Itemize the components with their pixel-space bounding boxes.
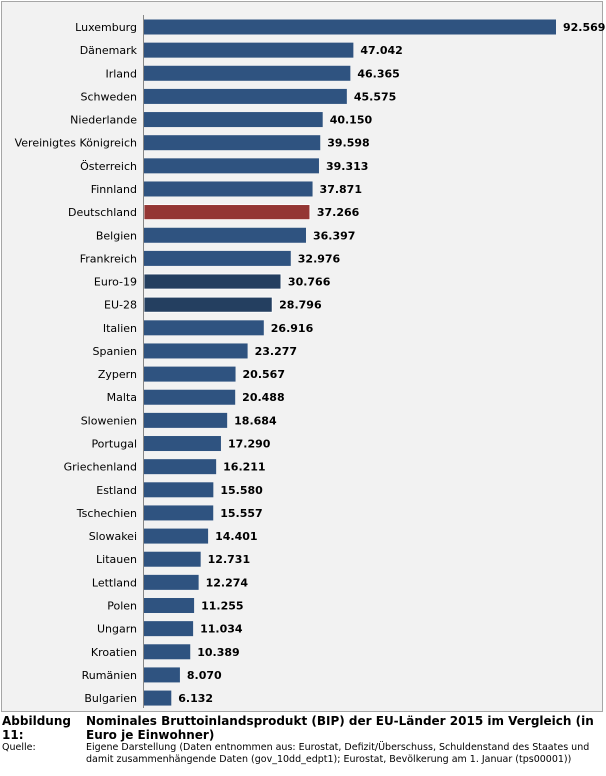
bar bbox=[144, 135, 321, 151]
value-label: 6.132 bbox=[178, 692, 213, 705]
source-label: Quelle: bbox=[2, 742, 36, 753]
value-label: 47.042 bbox=[360, 44, 402, 57]
category-label: Zypern bbox=[98, 368, 137, 381]
bar bbox=[144, 366, 236, 382]
value-label: 37.871 bbox=[320, 183, 362, 196]
bar bbox=[144, 65, 351, 81]
value-label: 10.389 bbox=[197, 646, 239, 659]
value-label: 36.397 bbox=[313, 229, 355, 242]
value-label: 20.567 bbox=[243, 368, 285, 381]
value-label: 12.274 bbox=[206, 576, 249, 589]
bar bbox=[144, 158, 319, 174]
category-label: Spanien bbox=[93, 345, 138, 358]
value-label: 11.255 bbox=[201, 600, 243, 613]
category-label: Deutschland bbox=[68, 206, 137, 219]
bar bbox=[144, 227, 306, 243]
value-label: 15.580 bbox=[220, 484, 263, 497]
category-label: Ungarn bbox=[97, 623, 137, 636]
category-label: Dänemark bbox=[80, 44, 138, 57]
source-text: Eigene Darstellung (Daten entnommen aus:… bbox=[86, 742, 590, 765]
bar bbox=[144, 621, 194, 637]
bar bbox=[144, 644, 191, 660]
bar bbox=[144, 88, 347, 104]
category-label: Portugal bbox=[91, 438, 137, 451]
value-label: 45.575 bbox=[354, 90, 396, 103]
bar bbox=[143, 204, 311, 221]
bar bbox=[144, 436, 221, 452]
value-label: 37.266 bbox=[317, 206, 360, 219]
bar bbox=[144, 505, 214, 521]
caption-label: Abbildung 11: bbox=[2, 714, 71, 742]
bar bbox=[144, 574, 199, 590]
bar bbox=[144, 667, 180, 683]
category-label: Slowenien bbox=[81, 414, 137, 427]
value-label: 8.070 bbox=[187, 669, 222, 682]
category-label: Malta bbox=[107, 391, 137, 404]
bar bbox=[144, 42, 354, 58]
category-label: Luxemburg bbox=[75, 21, 137, 34]
category-label: Niederlande bbox=[70, 114, 137, 127]
bar bbox=[144, 690, 172, 706]
category-label: Litauen bbox=[96, 553, 137, 566]
figure-caption: Abbildung 11: Nominales Bruttoinlandspro… bbox=[2, 714, 602, 766]
category-label: Polen bbox=[107, 600, 137, 613]
bar bbox=[144, 459, 217, 475]
bar bbox=[144, 389, 236, 405]
value-label: 30.766 bbox=[288, 276, 331, 289]
category-label: Italien bbox=[103, 322, 137, 335]
category-label: Vereinigtes Königreich bbox=[15, 137, 137, 150]
value-label: 14.401 bbox=[215, 530, 257, 543]
value-label: 40.150 bbox=[330, 114, 373, 127]
value-label: 18.684 bbox=[234, 414, 277, 427]
category-label: Kroatien bbox=[91, 646, 137, 659]
category-label: Slowakei bbox=[89, 530, 137, 543]
category-label: Finnland bbox=[91, 183, 137, 196]
category-label: Bulgarien bbox=[84, 692, 137, 705]
category-label: Estland bbox=[96, 484, 137, 497]
bar bbox=[144, 482, 214, 498]
value-label: 16.211 bbox=[223, 461, 265, 474]
category-label: Österreich bbox=[80, 160, 137, 173]
value-label: 20.488 bbox=[242, 391, 284, 404]
value-label: 17.290 bbox=[228, 438, 271, 451]
category-label: Griechenland bbox=[64, 461, 137, 474]
caption-title: Nominales Bruttoinlandsprodukt (BIP) der… bbox=[86, 714, 594, 742]
category-label: EU-28 bbox=[104, 299, 137, 312]
category-label: Irland bbox=[105, 67, 137, 80]
value-label: 12.731 bbox=[208, 553, 250, 566]
bar bbox=[144, 528, 209, 544]
bar bbox=[144, 343, 248, 359]
value-label: 92.569 bbox=[563, 21, 605, 34]
category-label: Euro-19 bbox=[94, 276, 137, 289]
bar bbox=[144, 412, 228, 428]
bar-chart: Luxemburg 92.569 Dänemark 47.042 Irland 46.36… bbox=[15, 15, 605, 708]
value-label: 39.598 bbox=[327, 137, 369, 150]
bar bbox=[144, 250, 291, 266]
value-label: 46.365 bbox=[357, 67, 399, 80]
bar bbox=[144, 19, 556, 35]
bar bbox=[143, 296, 273, 313]
category-label: Frankreich bbox=[80, 252, 137, 265]
bar bbox=[144, 112, 323, 128]
value-label: 11.034 bbox=[200, 623, 243, 636]
value-label: 28.796 bbox=[279, 299, 322, 312]
bar bbox=[144, 551, 201, 567]
value-label: 26.916 bbox=[271, 322, 314, 335]
value-label: 23.277 bbox=[255, 345, 297, 358]
category-label: Tschechien bbox=[76, 507, 137, 520]
value-label: 39.313 bbox=[326, 160, 368, 173]
category-label: Schweden bbox=[81, 90, 138, 103]
value-label: 32.976 bbox=[298, 252, 341, 265]
bar bbox=[144, 320, 264, 336]
category-label: Rumänien bbox=[82, 669, 137, 682]
bar bbox=[144, 598, 195, 613]
value-label: 15.557 bbox=[220, 507, 262, 520]
category-label: Lettland bbox=[92, 576, 137, 589]
bar bbox=[143, 273, 282, 290]
bar bbox=[144, 181, 313, 197]
category-label: Belgien bbox=[96, 229, 137, 242]
